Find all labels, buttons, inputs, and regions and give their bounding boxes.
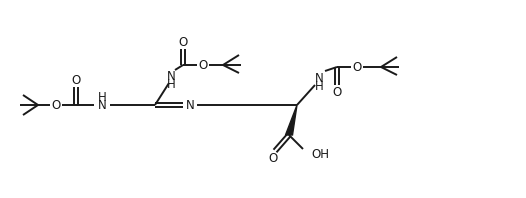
Text: OH: OH bbox=[311, 148, 329, 162]
Text: H: H bbox=[98, 90, 106, 104]
Text: N: N bbox=[315, 71, 323, 85]
Text: H: H bbox=[315, 80, 323, 92]
Text: O: O bbox=[178, 35, 188, 49]
Text: O: O bbox=[332, 86, 341, 98]
Polygon shape bbox=[286, 105, 297, 135]
Text: H: H bbox=[167, 77, 175, 90]
Text: O: O bbox=[352, 61, 362, 73]
Text: N: N bbox=[167, 69, 175, 83]
Text: N: N bbox=[98, 98, 106, 111]
Text: O: O bbox=[72, 73, 80, 87]
Text: O: O bbox=[52, 98, 60, 111]
Text: N: N bbox=[186, 98, 195, 111]
Text: O: O bbox=[198, 58, 208, 71]
Text: O: O bbox=[268, 151, 278, 165]
